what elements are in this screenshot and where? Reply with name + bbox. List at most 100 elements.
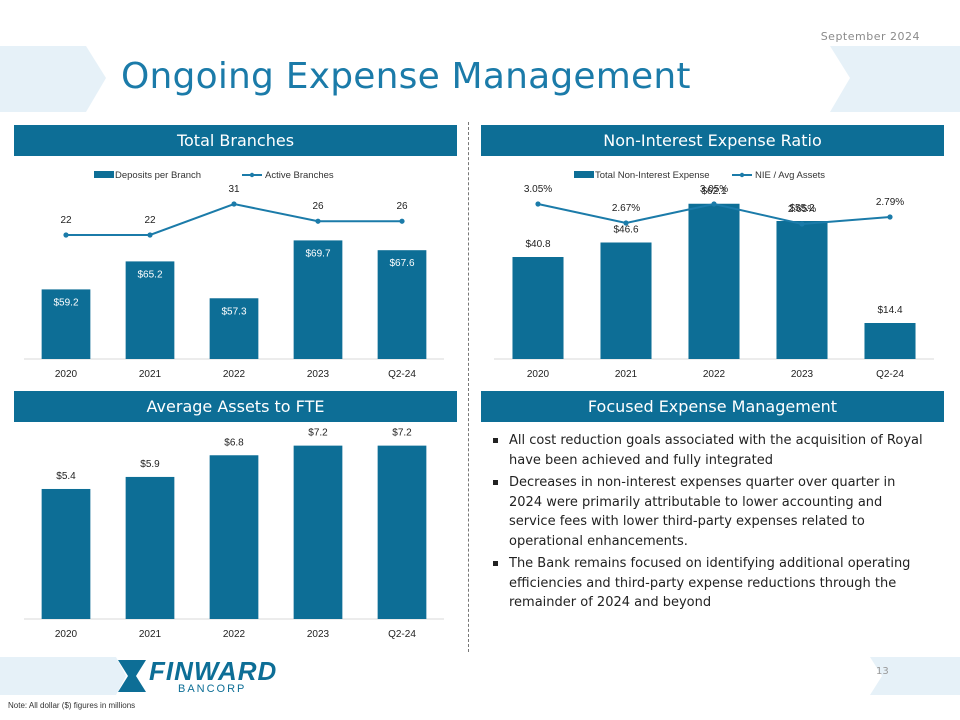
bar-value-label: $6.8 (224, 437, 244, 448)
bar-value-label: $57.3 (221, 306, 246, 317)
bullet-item: The Bank remains focused on identifying … (491, 554, 931, 613)
x-tick-label: 2022 (223, 369, 246, 380)
x-tick-label: 2023 (791, 369, 814, 380)
bullet-square-icon (493, 561, 498, 566)
bar-value-label: $46.6 (613, 225, 638, 236)
line-value-label: 2.65% (788, 204, 816, 215)
x-tick-label: 2023 (307, 629, 330, 640)
footnote: Note: All dollar ($) figures in millions (8, 701, 136, 710)
line-value-label: 22 (60, 215, 72, 226)
line-point (147, 232, 153, 238)
bar-value-label: $14.4 (877, 305, 902, 316)
page-number: 13 (876, 666, 889, 677)
bar-value-label: $5.9 (140, 459, 160, 470)
bar-2023 (293, 240, 343, 359)
line-value-label: 26 (312, 201, 324, 212)
page-title: Ongoing Expense Management (121, 56, 691, 97)
bar-2022 (688, 203, 740, 359)
legend-bar-swatch (94, 171, 114, 178)
legend-line-marker (249, 172, 255, 178)
bar-value-label: $67.6 (389, 258, 414, 269)
avg-assets-chart: $5.4 2020 $5.9 2021 $6.8 2022 $7.2 2023 $7.2 Q2-2… (24, 428, 444, 640)
x-tick-label: 2020 (527, 369, 550, 380)
total-branches-chart: Deposits per Branch Active Branches $59.2 2… (24, 170, 444, 380)
bullet-square-icon (493, 480, 498, 485)
finward-logo-name: FINWARD (149, 656, 278, 686)
x-tick-label: 2020 (55, 629, 78, 640)
bar-2020 (512, 257, 564, 359)
x-tick-label: 2022 (223, 629, 246, 640)
x-tick-label: Q2-24 (876, 369, 904, 380)
footer-left-shape (0, 657, 126, 695)
line-point (535, 201, 541, 207)
bar-2020 (41, 289, 91, 359)
x-tick-label: Q2-24 (388, 369, 416, 380)
bar-value-label: $40.8 (525, 239, 550, 250)
line-point (799, 221, 805, 227)
bar-2021 (600, 242, 652, 359)
focused-expense-header: Focused Expense Management (481, 391, 944, 422)
line-point (315, 218, 321, 224)
bar-value-label: $7.2 (308, 428, 328, 439)
x-tick-label: 2022 (703, 369, 726, 380)
bar-value-label: $62.1 (701, 186, 726, 197)
x-tick-label: 2020 (55, 369, 78, 380)
nie-ratio-chart: Total Non-Interest Expense NIE / Avg Asse… (494, 170, 934, 380)
report-date: September 2024 (820, 30, 920, 43)
bar-Q2-24 (377, 445, 427, 619)
line-value-label: 2.79% (876, 197, 904, 208)
bar-2021 (125, 261, 175, 359)
nie-ratio-header: Non-Interest Expense Ratio (481, 125, 944, 156)
bullet-item: Decreases in non-interest expenses quart… (491, 473, 931, 551)
line-point (231, 201, 237, 207)
bar-2021 (125, 476, 175, 619)
bar-value-label: $65.2 (137, 269, 162, 280)
finward-logo-sub: BANCORP (178, 683, 247, 695)
banner-right-shape (830, 46, 960, 112)
line-value-label: 31 (228, 184, 240, 195)
legend-line-label: Active Branches (265, 170, 334, 181)
footer-right-shape (870, 657, 960, 695)
line-value-label: 3.05% (700, 184, 728, 195)
bullet-item: All cost reduction goals associated with… (491, 431, 931, 470)
line-value-label: 22 (144, 215, 156, 226)
bar-2023 (293, 445, 343, 619)
bar-value-label: $7.2 (392, 428, 412, 439)
x-tick-label: 2021 (615, 369, 638, 380)
focused-expense-bullets: All cost reduction goals associated with… (491, 431, 931, 616)
x-tick-label: Q2-24 (388, 629, 416, 640)
legend-line-label: NIE / Avg Assets (755, 170, 825, 181)
bar-2022 (209, 298, 259, 359)
x-tick-label: 2021 (139, 369, 162, 380)
x-tick-label: 2021 (139, 629, 162, 640)
line-point (623, 220, 629, 226)
bar-2022 (209, 455, 259, 619)
banner-left-shape (0, 46, 106, 112)
avg-assets-header: Average Assets to FTE (14, 391, 457, 422)
bullet-square-icon (493, 438, 498, 443)
legend-bar-label: Total Non-Interest Expense (595, 170, 710, 181)
line-point (887, 214, 893, 220)
bar-Q2-24 (377, 250, 427, 359)
line-value-label: 2.67% (612, 203, 640, 214)
line-point (63, 232, 69, 238)
bar-2020 (41, 488, 91, 619)
bar-value-label: $55.2 (789, 203, 814, 214)
bar-value-label: $59.2 (53, 297, 78, 308)
line-point (399, 218, 405, 224)
line-value-label: 26 (396, 201, 408, 212)
bar-Q2-24 (864, 323, 916, 359)
total-branches-header: Total Branches (14, 125, 457, 156)
logo-arrow-mark (118, 660, 146, 692)
line-value-label: 3.05% (524, 184, 552, 195)
series-line (66, 202, 402, 236)
legend-bar-swatch (574, 171, 594, 178)
legend-line-marker (739, 172, 745, 178)
legend-bar-label: Deposits per Branch (115, 170, 201, 181)
bar-value-label: $5.4 (56, 471, 76, 482)
x-tick-label: 2023 (307, 369, 330, 380)
panel-divider (468, 122, 469, 652)
bar-value-label: $69.7 (305, 248, 330, 259)
line-point (711, 201, 717, 207)
